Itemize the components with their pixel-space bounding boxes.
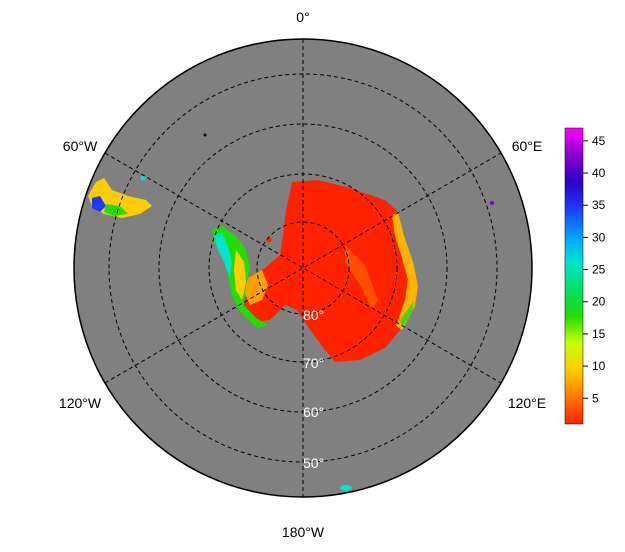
peninsula-cyan [214, 232, 232, 278]
meridian-120 [104, 152, 502, 384]
lat-label-50: 50° [303, 455, 324, 471]
island-small-2 [490, 201, 494, 205]
lon-label-120w: 120°W [59, 395, 102, 411]
colorbar-tick-label: 40 [592, 166, 606, 180]
map-content [88, 39, 502, 497]
west-margin-yellow [244, 270, 268, 305]
lon-label-60e: 60°E [512, 138, 543, 154]
island-kerguelen [340, 485, 352, 491]
colorbar-tick-label: 20 [592, 295, 606, 309]
colorbar-tick-label: 10 [592, 359, 606, 373]
lat-label-70: 70° [303, 355, 324, 371]
lat-label-60: 60° [303, 404, 324, 420]
meridian-60 [104, 152, 502, 384]
colorbar-tick-label: 35 [592, 198, 606, 212]
lon-label-0: 0° [296, 9, 309, 25]
colorbar-tick-label: 45 [592, 134, 606, 148]
island-small-4 [203, 133, 207, 137]
east-coast-green [400, 300, 414, 328]
island-small-3 [266, 237, 272, 243]
colorbar-tick-label: 25 [592, 263, 606, 277]
colorbar-bar [564, 127, 584, 425]
colorbar-tick-label: 15 [592, 327, 606, 341]
colorbar: 45 40 35 30 25 20 15 10 5 [564, 127, 606, 425]
colorbar-tick-label: 5 [592, 391, 599, 405]
graticule [104, 39, 502, 497]
south-america-blue [92, 196, 106, 212]
lon-label-120e: 120°E [508, 395, 546, 411]
colorbar-ticks: 45 40 35 30 25 20 15 10 5 [583, 134, 606, 405]
map-outline [73, 38, 533, 498]
colorbar-tick-label: 30 [592, 230, 606, 244]
inland-orange-band [345, 245, 378, 310]
peninsula-yellow [234, 250, 246, 300]
lat-label-80: 80° [303, 307, 324, 323]
island-small-1 [140, 175, 146, 181]
south-america-green [104, 204, 128, 216]
lon-label-60w: 60°W [63, 138, 98, 154]
east-coast-margin [392, 212, 418, 330]
lon-label-180w: 180°W [282, 524, 325, 540]
